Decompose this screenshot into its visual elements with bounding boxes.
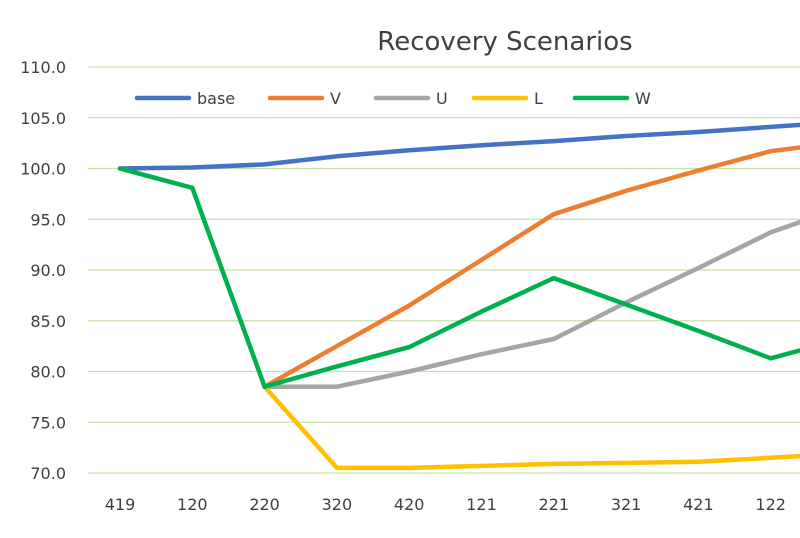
legend: base V U L W: [134, 89, 651, 108]
series-line-v: [262, 145, 800, 389]
legend-label: U: [436, 89, 448, 108]
series-line-w: [117, 166, 800, 389]
y-tick-label: 75.0: [30, 413, 66, 432]
y-tick-label: 85.0: [30, 312, 66, 331]
y-axis-ticks: 70.0 75.0 80.0 85.0 90.0 95.0 100.0 105.0 110.0: [20, 58, 66, 483]
x-tick-label: 221: [539, 495, 570, 514]
x-tick-label: 419: [105, 495, 136, 514]
legend-label: base: [197, 89, 235, 108]
y-tick-label: 105.0: [20, 109, 66, 128]
x-axis-ticks: 419120220320420121221321421122222: [105, 495, 786, 514]
y-tick-label: 95.0: [30, 210, 66, 229]
x-tick-label: 121: [466, 495, 497, 514]
x-tick-label: 420: [394, 495, 425, 514]
legend-label: W: [635, 89, 651, 108]
legend-label: L: [534, 89, 543, 108]
x-tick-label: 122: [755, 495, 786, 514]
chart-title: Recovery Scenarios: [377, 27, 632, 57]
x-tick-label: 321: [611, 495, 642, 514]
x-tick-label: 320: [322, 495, 353, 514]
series-line-base: [117, 122, 800, 171]
y-tick-label: 100.0: [20, 160, 66, 179]
x-tick-label: 220: [249, 495, 280, 514]
series-lines: [117, 122, 800, 471]
series-line-l: [262, 384, 800, 471]
y-tick-label: 110.0: [20, 58, 66, 77]
y-tick-label: 70.0: [30, 464, 66, 483]
x-tick-label: 120: [177, 495, 208, 514]
y-tick-label: 80.0: [30, 363, 66, 382]
series-line-u: [262, 219, 800, 389]
x-tick-label: 421: [683, 495, 714, 514]
y-tick-label: 90.0: [30, 261, 66, 280]
legend-label: V: [330, 89, 341, 108]
